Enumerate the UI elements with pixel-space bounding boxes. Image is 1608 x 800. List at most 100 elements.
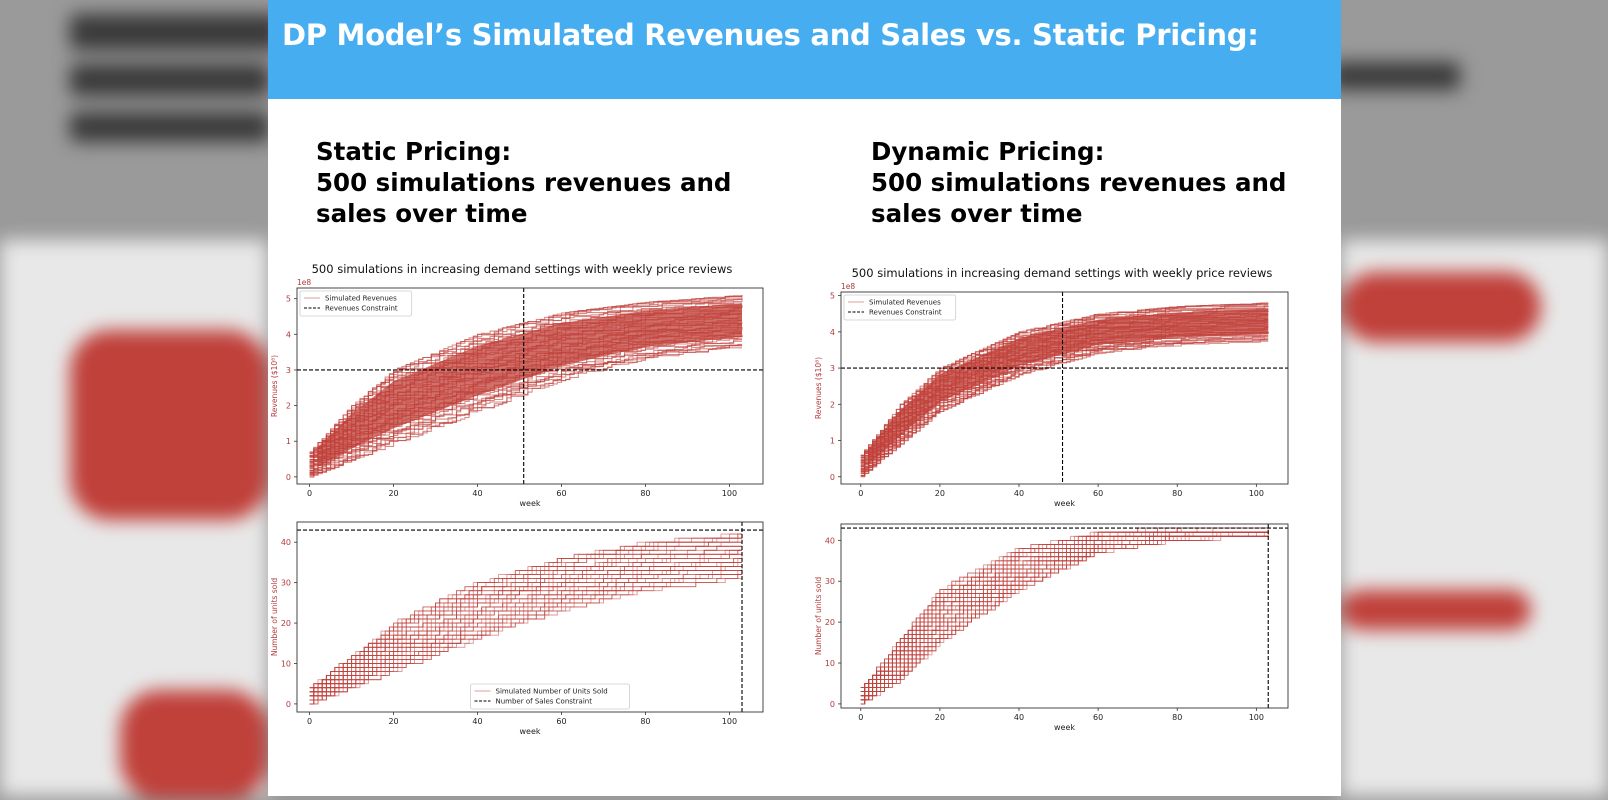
simulation-line	[860, 302, 1269, 456]
simulation-line	[309, 549, 742, 693]
x-axis-label: week	[519, 727, 540, 736]
heading-line: sales over time	[871, 199, 1083, 228]
x-tick-label: 40	[1014, 713, 1024, 722]
legend-box	[470, 683, 630, 710]
x-tick-label: 60	[556, 717, 566, 726]
x-tick-label: 20	[935, 489, 945, 498]
simulation-line	[860, 531, 1269, 701]
simulation-line	[860, 527, 1269, 689]
simulation-line	[309, 553, 742, 697]
x-tick-label: 100	[1249, 713, 1264, 722]
y-tick-label: 10	[281, 659, 291, 668]
simulation-line	[860, 535, 1269, 705]
legend: Simulated Revenues Revenues Constraint	[843, 294, 957, 321]
static-revenues-chart: 0 20 40 60 80 100 0 1 2 3 4 5 week Revenues ($10⁸) 1e8…	[270, 262, 764, 508]
chart-title: 500 simulations in increasing demand set…	[852, 266, 1273, 280]
x-tick-label: 80	[640, 717, 650, 726]
simulation-line	[309, 553, 742, 697]
simulation-density-band	[868, 308, 1269, 465]
simulation-line	[860, 535, 1269, 705]
simulation-line	[860, 302, 1269, 456]
y-axis-label: Revenues ($10⁸)	[814, 357, 823, 419]
x-tick-label: 40	[1014, 489, 1024, 498]
simulation-line	[309, 537, 742, 689]
x-tick-label: 0	[307, 717, 312, 726]
legend-label: Simulated Revenues	[325, 295, 397, 303]
heading-line: 500 simulations revenues and	[316, 168, 732, 197]
y-tick-label: 3	[286, 366, 291, 375]
simulation-line	[860, 527, 1269, 689]
title-banner: DP Model’s Simulated Revenues and Sales …	[268, 0, 1341, 99]
simulation-line	[309, 533, 742, 689]
simulation-line	[860, 532, 1269, 701]
y-tick-label: 30	[825, 577, 835, 586]
simulation-line	[860, 531, 1269, 701]
legend-label: Revenues Constraint	[869, 309, 942, 317]
simulation-line	[860, 531, 1269, 693]
heading-line: Dynamic Pricing:	[871, 137, 1105, 166]
simulation-line	[860, 531, 1269, 701]
y-offset-label: 1e8	[841, 282, 855, 291]
y-tick-label: 0	[830, 473, 835, 482]
simulation-line	[860, 527, 1269, 689]
simulation-line	[860, 535, 1269, 705]
x-tick-label: 20	[388, 717, 398, 726]
heading-line: Static Pricing:	[316, 137, 512, 166]
simulation-line	[860, 535, 1269, 705]
plot-frame	[296, 287, 764, 485]
simulation-line	[860, 527, 1269, 689]
x-axis-label: week	[1054, 499, 1075, 508]
dynamic-revenues-chart: 0 20 40 60 80 100 0 1 2 3 4 5 week Revenues ($10⁸) 1e8…	[814, 266, 1289, 508]
slide-title: DP Model’s Simulated Revenues and Sales …	[282, 18, 1259, 52]
x-tick-label: 80	[1172, 713, 1182, 722]
y-tick-label: 1	[286, 437, 291, 446]
simulation-line	[309, 340, 742, 476]
x-tick-label: 0	[858, 713, 863, 722]
simulation-paths	[860, 527, 1269, 705]
y-tick-label: 10	[825, 659, 835, 668]
plot-frame	[840, 523, 1289, 709]
legend-label: Number of Sales Constraint	[496, 698, 593, 706]
y-tick-label: 30	[281, 579, 291, 588]
x-tick-label: 60	[1093, 713, 1103, 722]
plot-frame	[296, 521, 764, 713]
x-tick-label: 20	[388, 489, 398, 498]
simulation-line	[309, 570, 742, 701]
simulation-paths	[860, 302, 1269, 478]
chart-title: 500 simulations in increasing demand set…	[312, 262, 733, 276]
x-tick-label: 40	[472, 717, 482, 726]
legend: Simulated Revenues Revenues Constraint	[299, 290, 413, 317]
legend-box	[843, 294, 957, 321]
y-tick-label: 4	[286, 330, 291, 339]
legend-label: Revenues Constraint	[325, 305, 398, 313]
simulation-line	[309, 549, 742, 693]
simulation-line	[860, 532, 1269, 701]
y-offset-label: 1e8	[297, 278, 311, 287]
heading-line: sales over time	[316, 199, 528, 228]
dynamic-pricing-heading: Dynamic Pricing: 500 simulations revenue…	[871, 136, 1286, 229]
simulation-line	[309, 557, 742, 697]
static-pricing-heading: Static Pricing: 500 simulations revenues…	[316, 136, 731, 229]
y-tick-label: 2	[830, 400, 835, 409]
simulation-line	[309, 570, 743, 701]
simulation-line	[309, 537, 742, 689]
y-axis-label: Revenues ($10⁸)	[270, 355, 279, 417]
x-tick-label: 100	[722, 717, 737, 726]
simulation-paths	[309, 295, 743, 478]
heading-line: 500 simulations revenues and	[871, 168, 1287, 197]
y-axis-label: Number of units sold	[270, 578, 279, 657]
simulation-line	[309, 345, 742, 478]
simulation-line	[860, 527, 1269, 689]
simulation-line	[309, 554, 743, 697]
x-tick-label: 80	[1172, 489, 1182, 498]
simulation-line	[860, 535, 1269, 705]
x-tick-label: 60	[1093, 489, 1103, 498]
x-tick-label: 0	[858, 489, 863, 498]
simulation-paths	[309, 533, 743, 705]
legend-box	[299, 290, 413, 317]
y-tick-label: 0	[830, 700, 835, 709]
static-units-chart: 0 20 40 60 80 100 0 10 20 30 40 week Number of units…	[270, 521, 764, 736]
x-axis-label: week	[519, 499, 540, 508]
x-tick-label: 100	[1249, 489, 1264, 498]
simulation-line	[860, 535, 1269, 705]
